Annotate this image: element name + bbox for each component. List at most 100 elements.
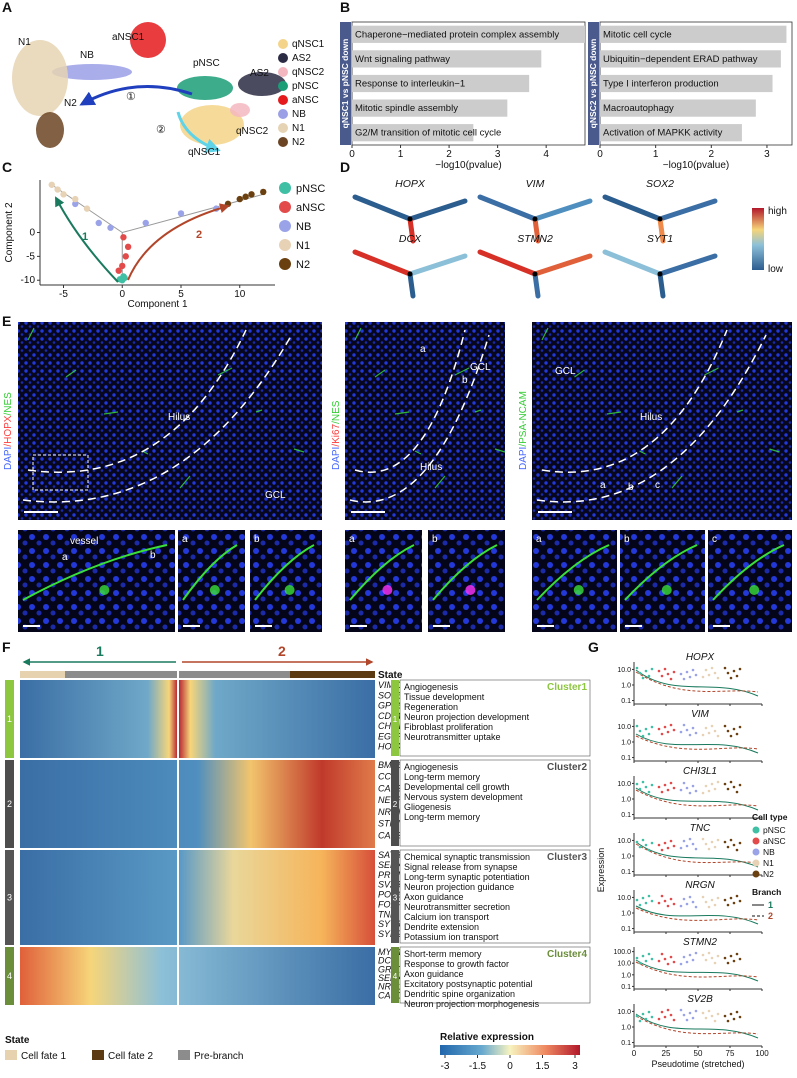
panel-label: A — [2, 0, 12, 15]
cell-dot — [644, 669, 648, 673]
cell-dot — [635, 724, 639, 728]
cell-dot — [669, 677, 673, 681]
cell-dot — [647, 790, 651, 794]
branch-node — [657, 271, 663, 277]
legend-label: N1 — [296, 240, 310, 252]
cell-dot — [716, 734, 720, 738]
cell-dot — [679, 904, 683, 908]
term: Fibroblast proliferation — [404, 722, 493, 732]
cell-dot — [694, 847, 698, 851]
cell-dot — [735, 952, 739, 956]
term: Calcium ion transport — [404, 912, 490, 922]
cell-dot — [641, 780, 645, 784]
cell-dot — [679, 672, 683, 676]
inset-label: b — [624, 534, 630, 545]
heatmap-block — [20, 947, 375, 1005]
cell-dot — [726, 787, 730, 791]
fiber — [474, 409, 482, 413]
legend-swatch — [752, 848, 760, 856]
cell-dot — [738, 899, 742, 903]
tree-arm — [352, 249, 413, 277]
heatmap-block — [20, 850, 375, 945]
cell-dot — [657, 1017, 661, 1021]
point — [142, 219, 149, 227]
colorbar-tick-label: 3 — [572, 1061, 578, 1072]
fiber — [769, 448, 780, 453]
legend-swatch — [752, 870, 760, 878]
cell-dot — [685, 902, 689, 906]
cell-dot — [688, 953, 692, 957]
inset-label: c — [712, 534, 717, 545]
cell-dot — [660, 732, 664, 736]
fiber — [494, 448, 506, 453]
term: Nervous system development — [404, 792, 523, 802]
y-tick-label: 1.0 — [621, 1024, 631, 1031]
gene-title: STMN2 — [683, 937, 717, 948]
tree-arm — [657, 253, 718, 277]
point — [83, 205, 91, 212]
tree-arm — [407, 271, 416, 299]
term: Angiogenesis — [404, 682, 459, 692]
y-tick-label: -5 — [26, 251, 35, 262]
cell-dot — [685, 960, 689, 964]
cell-dot — [707, 1009, 711, 1013]
cell-dot — [688, 675, 692, 679]
colorbar — [440, 1045, 580, 1055]
boundary — [349, 334, 490, 503]
y-tick-label: -10 — [21, 275, 36, 286]
tree-arm — [532, 253, 593, 277]
tree-arm — [532, 198, 593, 222]
cell-dot — [688, 791, 692, 795]
term: Dendrite extension — [404, 922, 479, 932]
cell — [209, 585, 220, 595]
cluster-label: qNSC2 — [236, 126, 269, 137]
cell-dot — [694, 951, 698, 955]
y-tick-label: 1.0 — [621, 796, 631, 803]
cell-dot — [691, 784, 695, 788]
cell-dot — [716, 676, 720, 680]
fiber — [639, 450, 646, 455]
point — [120, 273, 127, 280]
inset-label: a — [182, 534, 188, 545]
cell-dot — [641, 954, 645, 958]
cell-dot — [647, 674, 651, 678]
cell-dot — [723, 956, 727, 960]
cluster-label: aNSC1 — [112, 32, 145, 43]
tree-arm — [657, 216, 666, 244]
point — [124, 243, 132, 251]
region-label: Hilus — [640, 412, 662, 423]
cell-dot — [701, 791, 705, 795]
fiber — [293, 448, 305, 453]
fiber — [704, 367, 719, 376]
cell-dot — [710, 956, 714, 960]
cell-dot — [644, 843, 648, 847]
category-label: Wnt signaling pathway — [355, 54, 450, 65]
branch-node — [657, 216, 663, 222]
cell-dot — [685, 786, 689, 790]
fiber — [374, 369, 386, 378]
legend-swatch — [279, 182, 291, 194]
panel-label: G — [588, 639, 599, 655]
cell-dot — [738, 783, 742, 787]
colorbar-tick-label: -3 — [441, 1061, 450, 1072]
inset — [250, 530, 322, 632]
cluster-number: 3 — [7, 893, 12, 903]
cell-dot — [710, 898, 714, 902]
cluster-number: 4 — [393, 972, 398, 981]
cell-dot — [707, 905, 711, 909]
cell-dot — [704, 726, 708, 730]
heatmap-block — [20, 680, 375, 758]
fiber — [65, 369, 77, 378]
point — [54, 186, 61, 193]
cell-dot — [729, 954, 733, 958]
cell-dot — [732, 1017, 736, 1021]
trend-line — [635, 733, 759, 754]
heatmap-block — [20, 760, 375, 848]
y-tick-label: 10.0 — [617, 1009, 631, 1016]
cell — [749, 585, 760, 595]
term: Developmental cell growth — [404, 782, 510, 792]
cell-dot — [729, 896, 733, 900]
point — [177, 210, 185, 217]
cell — [382, 585, 393, 595]
cell-dot — [647, 952, 651, 956]
